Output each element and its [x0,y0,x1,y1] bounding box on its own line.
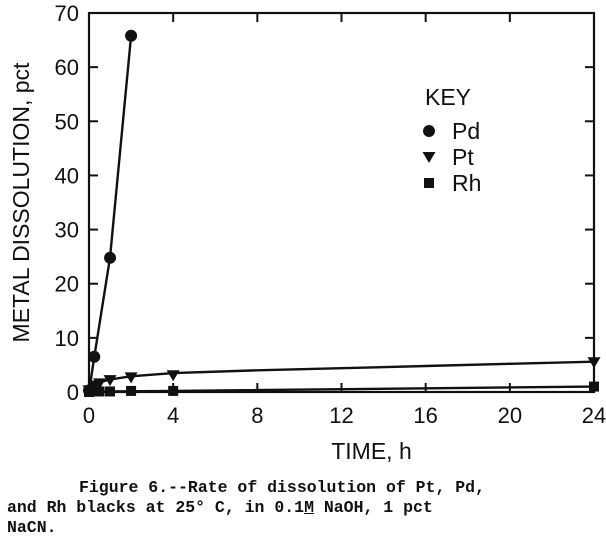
plot-frame [87,11,596,394]
y-tick-label: 10 [55,326,79,351]
data-point-rh [126,385,137,396]
data-point-pt [93,378,107,390]
x-tick-label: 4 [167,403,179,428]
y-tick-label: 60 [55,55,79,80]
legend-marker-pt [422,152,436,163]
legend-title: KEY [425,84,471,110]
x-tick-label: 12 [329,403,353,428]
series-line-pd [87,35,133,393]
caption-line-2: and Rh blacks at 25° C, in 0.1M NaOH, 1 … [7,498,597,518]
legend-marker-pd [423,125,435,137]
data-point-rh [89,386,100,397]
caption-molar-unit: M [304,498,314,517]
caption-line-2-prefix: and Rh blacks at 25° C, in 0.1 [7,498,305,517]
caption-line-2-suffix: NaOH, 1 pct [313,498,433,517]
y-tick-label: 20 [55,272,79,297]
data-point-pd [125,29,138,42]
x-tick-label: 20 [498,403,522,428]
data-point-pt [587,357,601,369]
y-tick-label: 50 [55,109,79,134]
legend-label-pt: Pt [452,144,474,170]
y-tick-label: 30 [55,218,79,243]
data-point-pt [124,372,138,384]
dissolution-chart: 0 10 20 30 40 50 60 70 0 4 8 12 16 20 24 METAL DISSOLU… [8,1,606,464]
caption-line-1: Figure 6.--Rate of dissolution of Pt, Pd… [79,478,485,497]
x-tick-label: 8 [251,403,263,428]
x-tick-label: 16 [413,403,437,428]
y-tick-label: 70 [55,1,79,26]
series-line-pt [88,360,595,391]
data-point-rh [94,386,105,397]
legend-label-rh: Rh [452,170,481,196]
x-tick-label: 24 [582,403,606,428]
data-point-rh [589,381,599,392]
y-axis-title: METAL DISSOLUTION, pct [8,62,34,342]
y-tick-label: 0 [67,380,79,405]
data-point-rh [168,385,179,396]
x-tick-label: 0 [83,403,95,428]
data-point-pt [103,375,117,387]
legend-label-pd: Pd [452,118,480,144]
data-point-pd [88,350,101,363]
caption-line-3: NaCN. [7,518,57,537]
legend-marker-rh [424,178,434,188]
data-point-pt [166,370,180,382]
data-point-rh [84,387,94,397]
x-axis-title: TIME, h [331,438,412,464]
y-tick-label: 40 [55,163,79,188]
figure-caption: Figure 6.--Rate of dissolution of Pt, Pd… [7,478,597,538]
data-point-rh [105,386,116,397]
data-point-pd [104,251,117,264]
